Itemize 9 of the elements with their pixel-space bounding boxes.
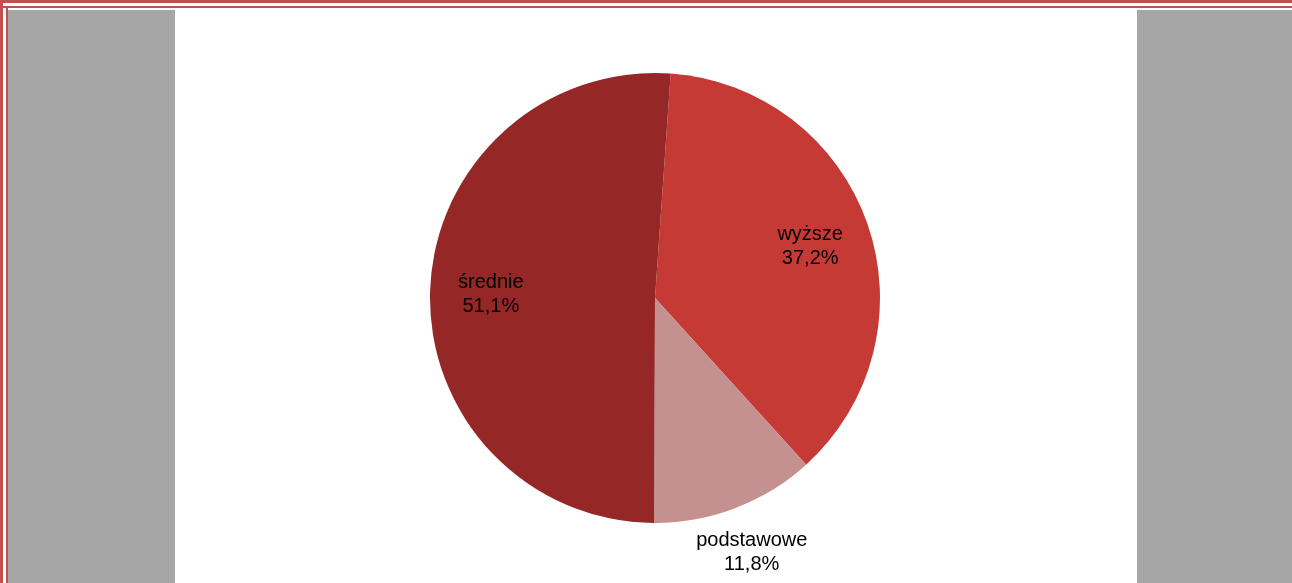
pie-slice (654, 298, 807, 523)
slice-label: średnie (458, 269, 524, 292)
pie-slice (430, 73, 671, 523)
slice-label: wyższe (776, 222, 843, 245)
data-label: 11,8% (724, 552, 780, 575)
data-label: 51,1% (462, 293, 520, 316)
pie-slice (655, 73, 880, 465)
slice-label: podstawowe (696, 528, 808, 551)
data-label: 37,2% (781, 246, 839, 269)
